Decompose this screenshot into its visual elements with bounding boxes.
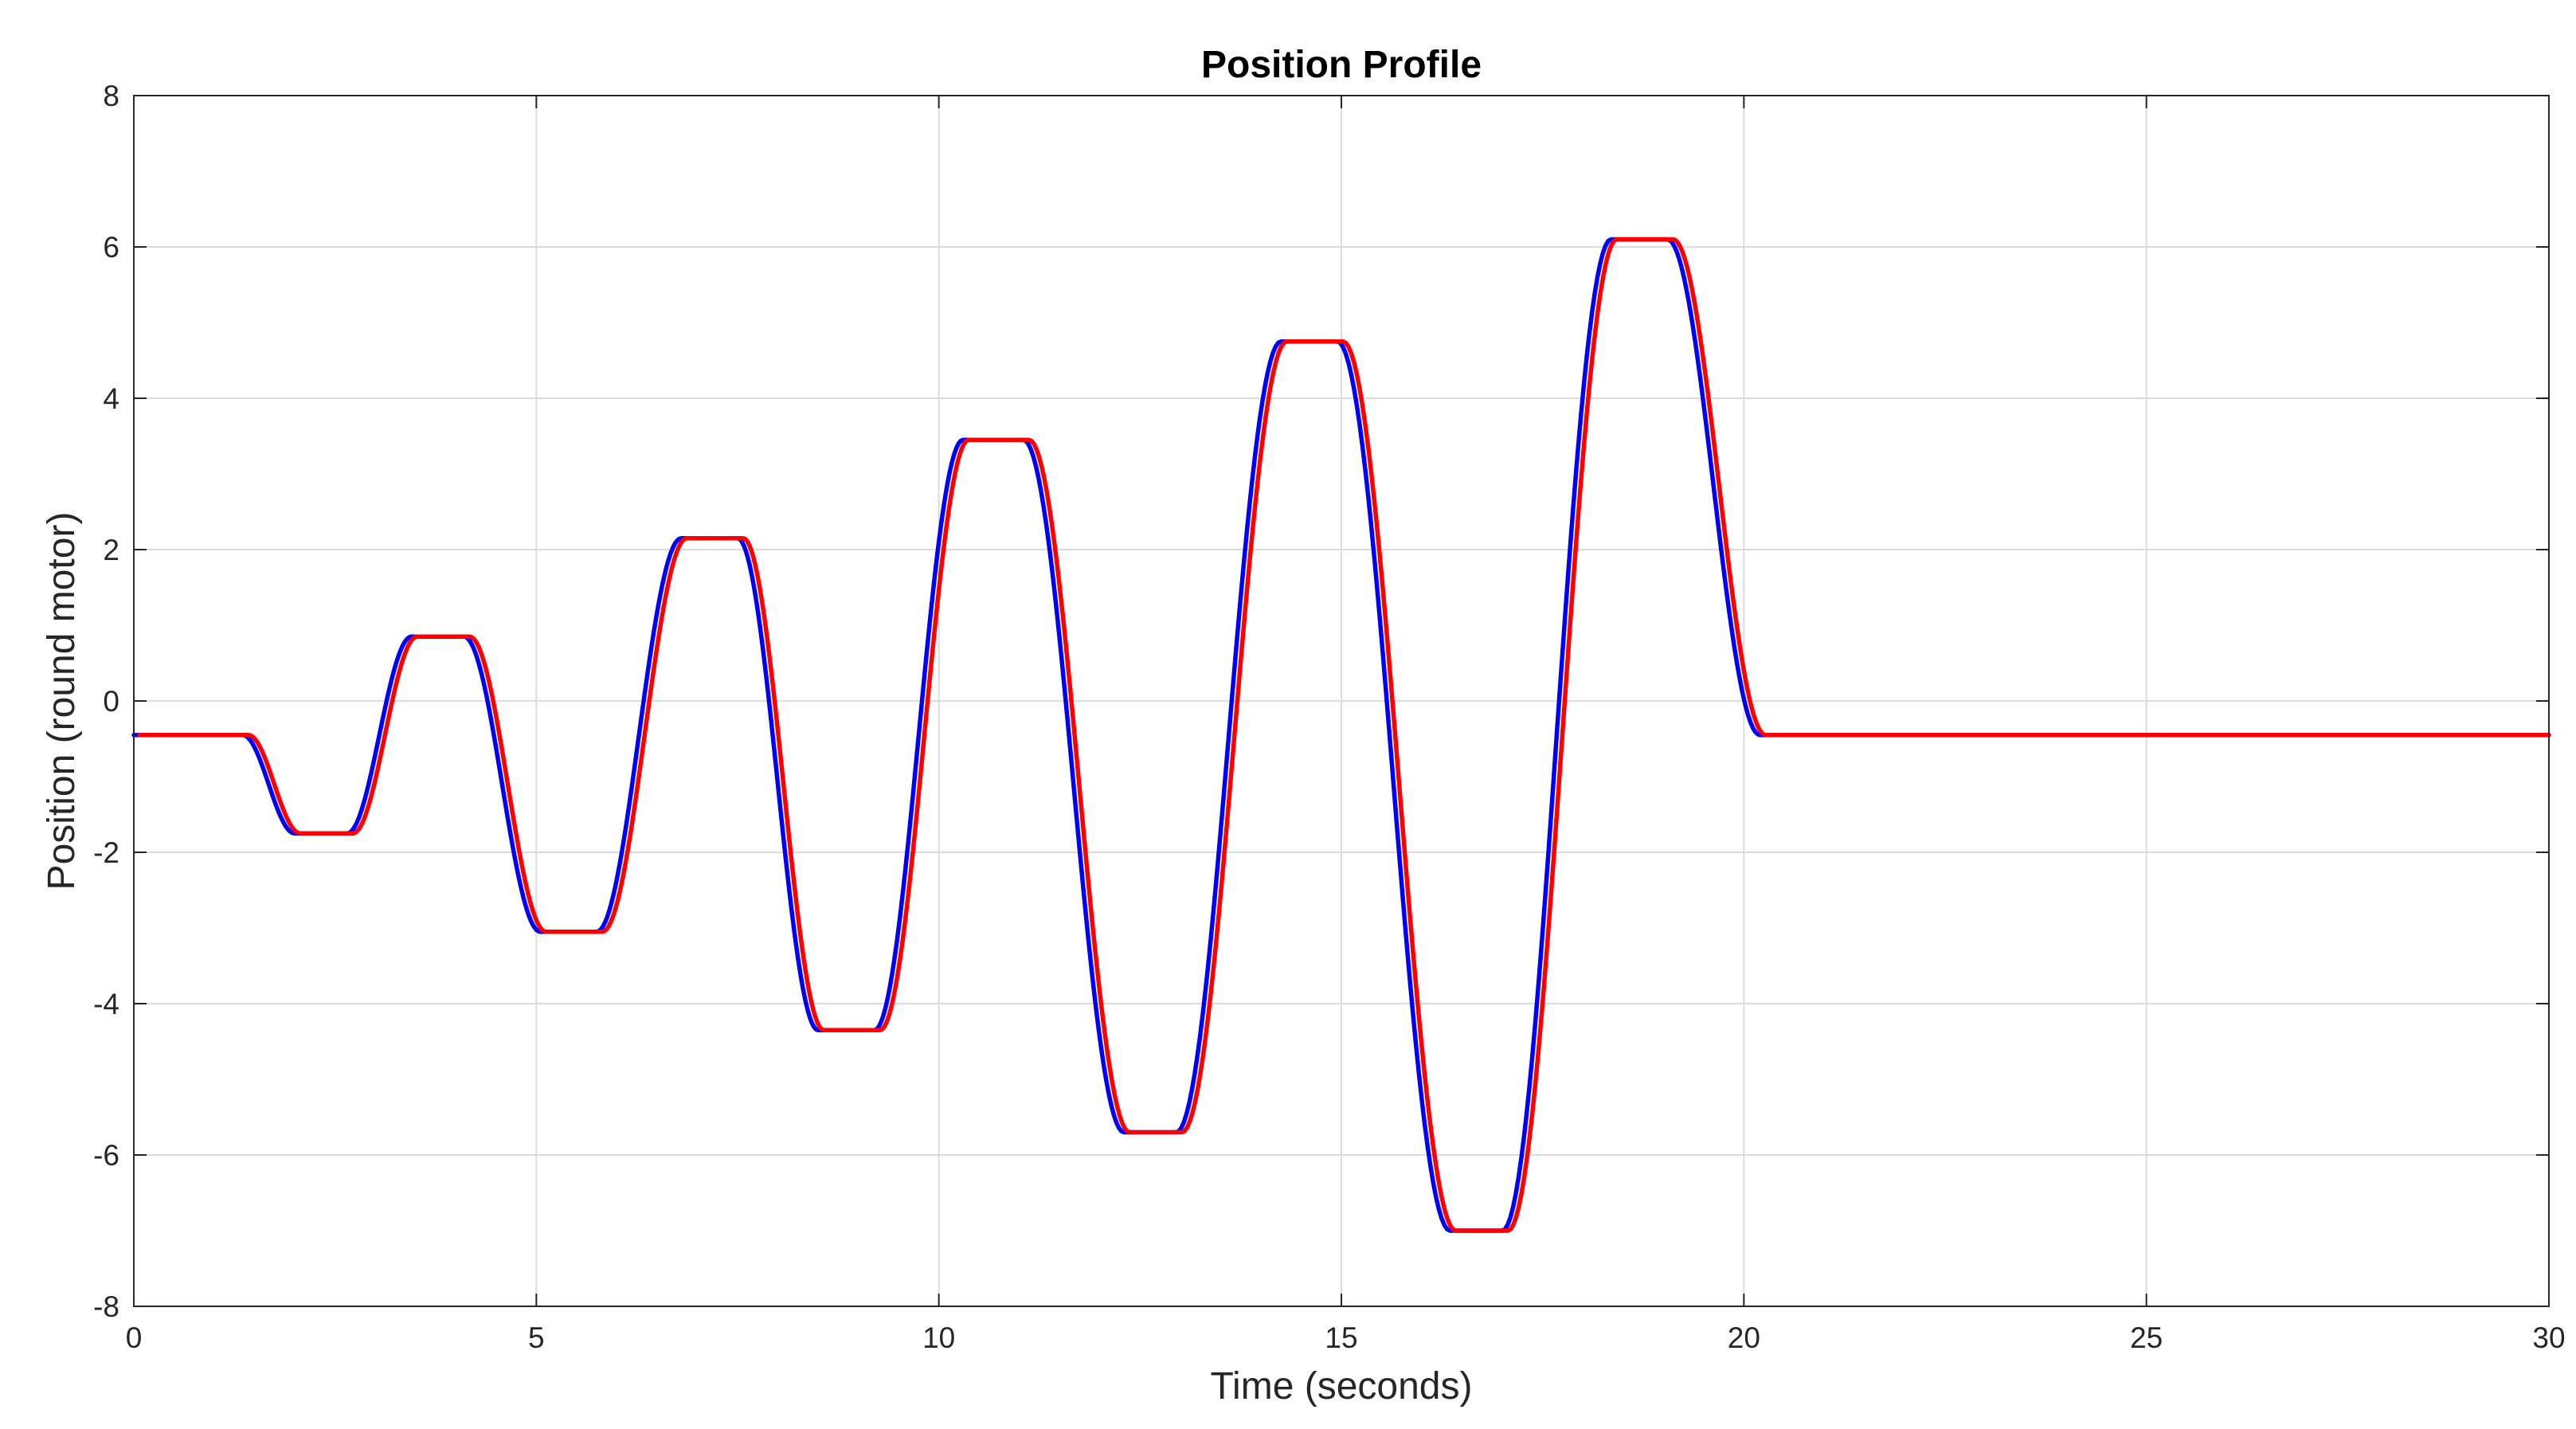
y-tick-label-0: -8 [93,1290,119,1323]
tick-labels: 0 5 10 15 20 25 30 -8 -6 -4 -2 0 2 4 6 8 [93,80,2565,1354]
x-tick-label-2: 10 [922,1321,955,1354]
x-tick-label-1: 5 [528,1321,545,1354]
x-tick-label-3: 15 [1325,1321,1357,1354]
x-tick-label-6: 30 [2532,1321,2565,1354]
series-line-1 [131,237,2551,1233]
x-tick-label-0: 0 [126,1321,143,1354]
y-tick-label-7: 6 [103,231,119,264]
y-tick-label-3: -2 [93,836,119,869]
x-tick-label-5: 25 [2130,1321,2163,1354]
x-tick-label-4: 20 [1728,1321,1760,1354]
grid-lines [134,96,2549,1306]
y-tick-label-5: 2 [103,534,119,566]
y-tick-label-8: 8 [103,80,119,112]
y-tick-label-1: -6 [93,1139,119,1172]
data-series [131,237,2551,1233]
x-axis-title: Time (seconds) [1211,1365,1473,1407]
y-tick-label-4: 0 [103,685,119,718]
y-tick-label-2: -4 [93,988,119,1020]
axis-ticks [133,95,2550,1307]
series-line-2 [137,237,2551,1233]
y-axis-title: Position (round motor) [41,512,83,891]
chart-title: Position Profile [1201,44,1482,86]
y-tick-label-6: 4 [103,382,119,415]
